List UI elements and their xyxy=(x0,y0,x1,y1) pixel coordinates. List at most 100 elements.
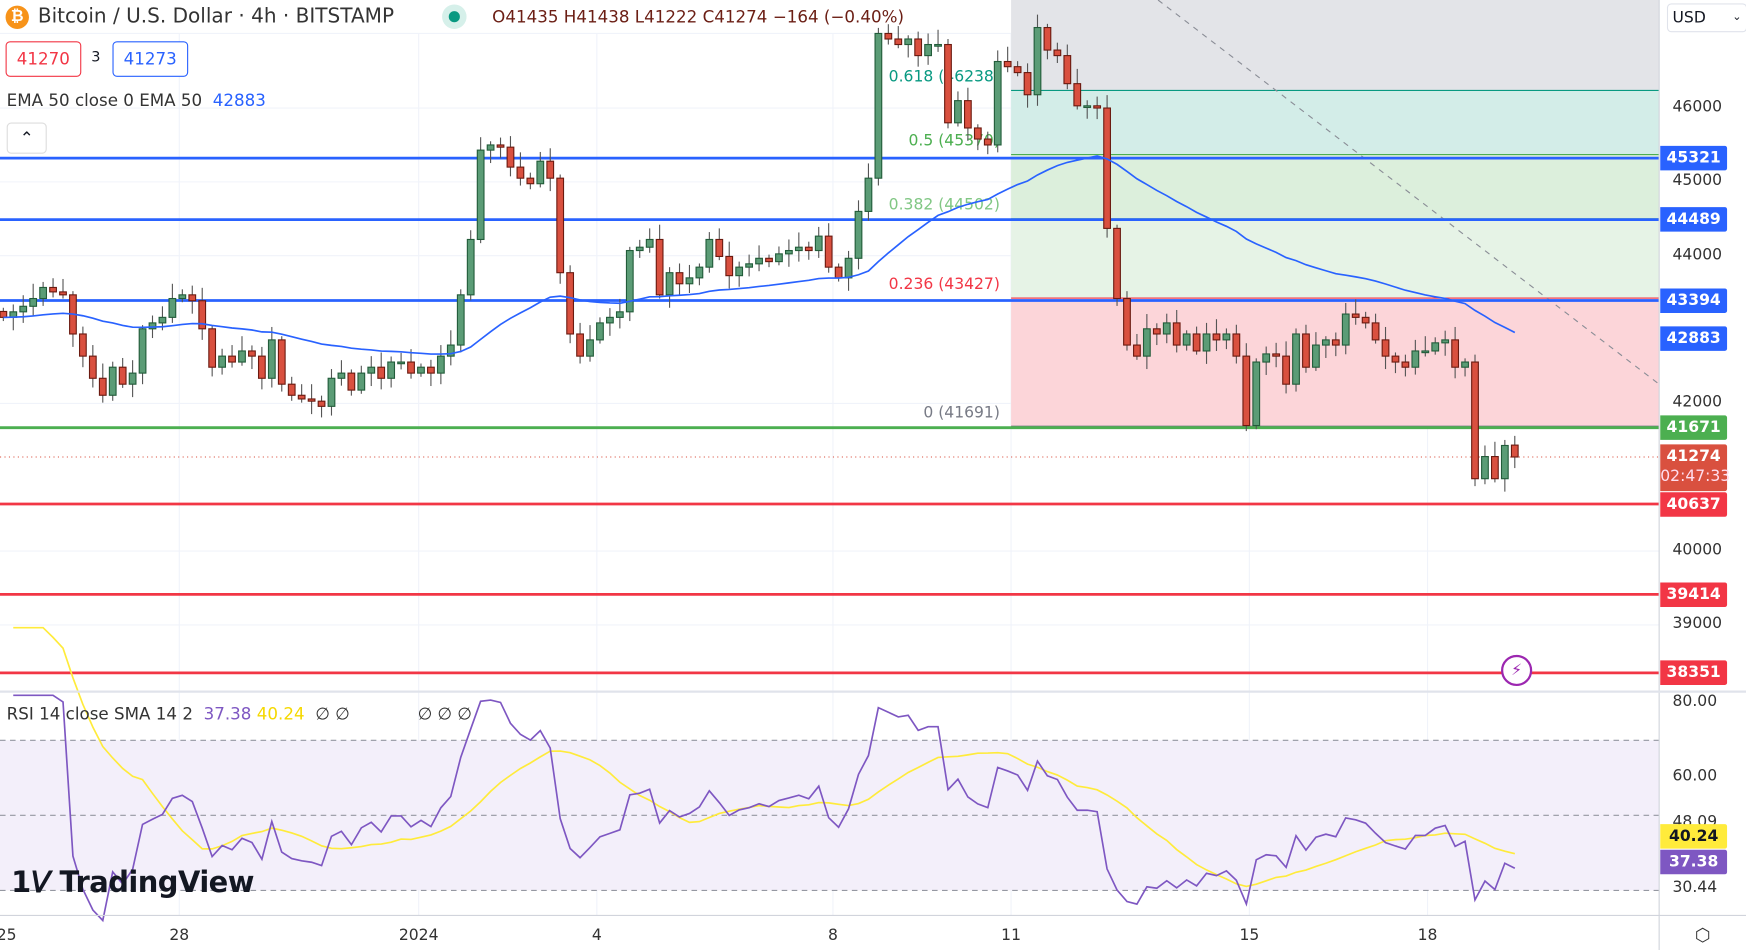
candle-body xyxy=(337,372,346,379)
fib-level-label: 0.382 (44502) xyxy=(889,196,1000,214)
fib-zone-top xyxy=(1011,0,1660,91)
candle-body xyxy=(1152,328,1161,335)
candle-body xyxy=(973,127,982,140)
candle xyxy=(1162,313,1171,344)
candle xyxy=(1003,46,1012,73)
candle xyxy=(317,395,326,418)
candle xyxy=(884,24,893,45)
candle-body xyxy=(168,297,177,318)
candle-body xyxy=(1451,339,1460,368)
candle-body xyxy=(506,146,515,168)
candle-body xyxy=(695,266,704,279)
candle xyxy=(1421,336,1430,357)
candle xyxy=(377,352,386,390)
candle-body xyxy=(198,300,207,330)
candle-body xyxy=(824,235,833,268)
collapse-legend-button[interactable]: ⌃ xyxy=(6,122,47,154)
candle xyxy=(287,376,296,401)
candle-body xyxy=(1093,105,1102,109)
candle-body xyxy=(1182,333,1191,346)
candle xyxy=(1053,42,1062,63)
candle-body xyxy=(1401,361,1410,368)
candle-body xyxy=(1162,322,1171,335)
candle-body xyxy=(377,366,386,379)
candle-body xyxy=(1202,333,1211,352)
lightning-alert-icon[interactable]: ⚡ xyxy=(1501,654,1533,687)
candle-body xyxy=(1272,353,1281,357)
candle xyxy=(327,369,336,416)
candle-body xyxy=(1361,316,1370,324)
candle-body xyxy=(1321,339,1330,346)
candle xyxy=(1331,332,1340,357)
candle-body xyxy=(158,316,167,324)
candle-body xyxy=(1033,26,1042,96)
candle xyxy=(526,172,535,190)
candle xyxy=(1093,96,1102,120)
candle-body xyxy=(1172,322,1181,346)
candle-body xyxy=(1212,333,1221,341)
candle xyxy=(1103,95,1111,238)
candle-body xyxy=(1421,350,1430,354)
rsi-legend[interactable]: RSI 14 close SMA 14 2 37.38 40.24 ∅ ∅ xyxy=(7,704,350,724)
price-axis-tick: 44000 xyxy=(1672,245,1723,264)
rsi-legend-label: RSI 14 close SMA 14 2 xyxy=(6,703,193,724)
candle xyxy=(19,295,28,323)
candle xyxy=(625,246,634,322)
price-axis-tick: 40000 xyxy=(1672,541,1723,559)
candle-body xyxy=(138,328,147,374)
price-tag-resistance-3: 43394 xyxy=(1660,288,1728,313)
candle xyxy=(596,317,604,344)
chevron-up-icon: ⌃ xyxy=(19,128,34,149)
candle-body xyxy=(775,253,783,263)
candle-body xyxy=(148,322,157,330)
candle xyxy=(1182,330,1191,351)
buy-button[interactable]: 41273 xyxy=(112,41,188,77)
settings-gear-icon[interactable]: ⬡ xyxy=(1694,924,1711,946)
candle xyxy=(1431,337,1440,355)
candle xyxy=(844,250,853,291)
candle-body xyxy=(1023,72,1032,96)
candle xyxy=(198,287,207,340)
candle xyxy=(765,254,773,268)
candle-body xyxy=(814,235,823,252)
symbol-title[interactable]: Bitcoin / U.S. Dollar · 4h · BITSTAMP xyxy=(37,4,395,28)
candle xyxy=(69,291,77,347)
candle xyxy=(118,357,127,388)
ema-legend[interactable]: EMA 50 close 0 EMA 50 42883 xyxy=(7,90,266,110)
rsi-tag: 37.38 xyxy=(1660,849,1728,875)
candle xyxy=(1232,324,1241,364)
candle-body xyxy=(993,60,1002,146)
candle-body xyxy=(874,32,883,179)
candle xyxy=(108,361,117,401)
candle xyxy=(874,27,883,186)
currency-dropdown[interactable]: USD ⌄ xyxy=(1666,3,1746,33)
tradingview-logo[interactable]: 𝟭𝘝 TradingView xyxy=(11,866,254,900)
sell-button[interactable]: 41270 xyxy=(5,41,81,77)
price-tag-support-2: 39414 xyxy=(1660,582,1728,607)
candle-body xyxy=(516,166,525,179)
candle-body xyxy=(407,361,415,374)
candle xyxy=(1063,44,1072,90)
candle-body xyxy=(854,210,863,259)
fib-level-label: 0 (41691) xyxy=(923,403,1000,421)
candle-body xyxy=(307,398,316,402)
market-open-status-icon[interactable] xyxy=(442,4,467,29)
candle xyxy=(814,226,823,258)
candle-body xyxy=(78,333,87,357)
candle xyxy=(297,384,306,403)
tradingview-logo-icon: 𝟭𝘝 xyxy=(11,866,50,900)
candle xyxy=(1252,358,1261,430)
candle-body xyxy=(1391,355,1400,363)
candle-body xyxy=(745,263,754,268)
candle-body xyxy=(1510,444,1519,458)
candle xyxy=(347,369,356,396)
candle-body xyxy=(496,144,505,148)
candle-body xyxy=(1282,355,1290,385)
candle-body xyxy=(755,257,763,265)
candle-body xyxy=(19,305,28,313)
candle xyxy=(1152,323,1161,346)
candle xyxy=(635,239,644,258)
candle xyxy=(1142,314,1151,370)
candle-body xyxy=(118,366,127,385)
